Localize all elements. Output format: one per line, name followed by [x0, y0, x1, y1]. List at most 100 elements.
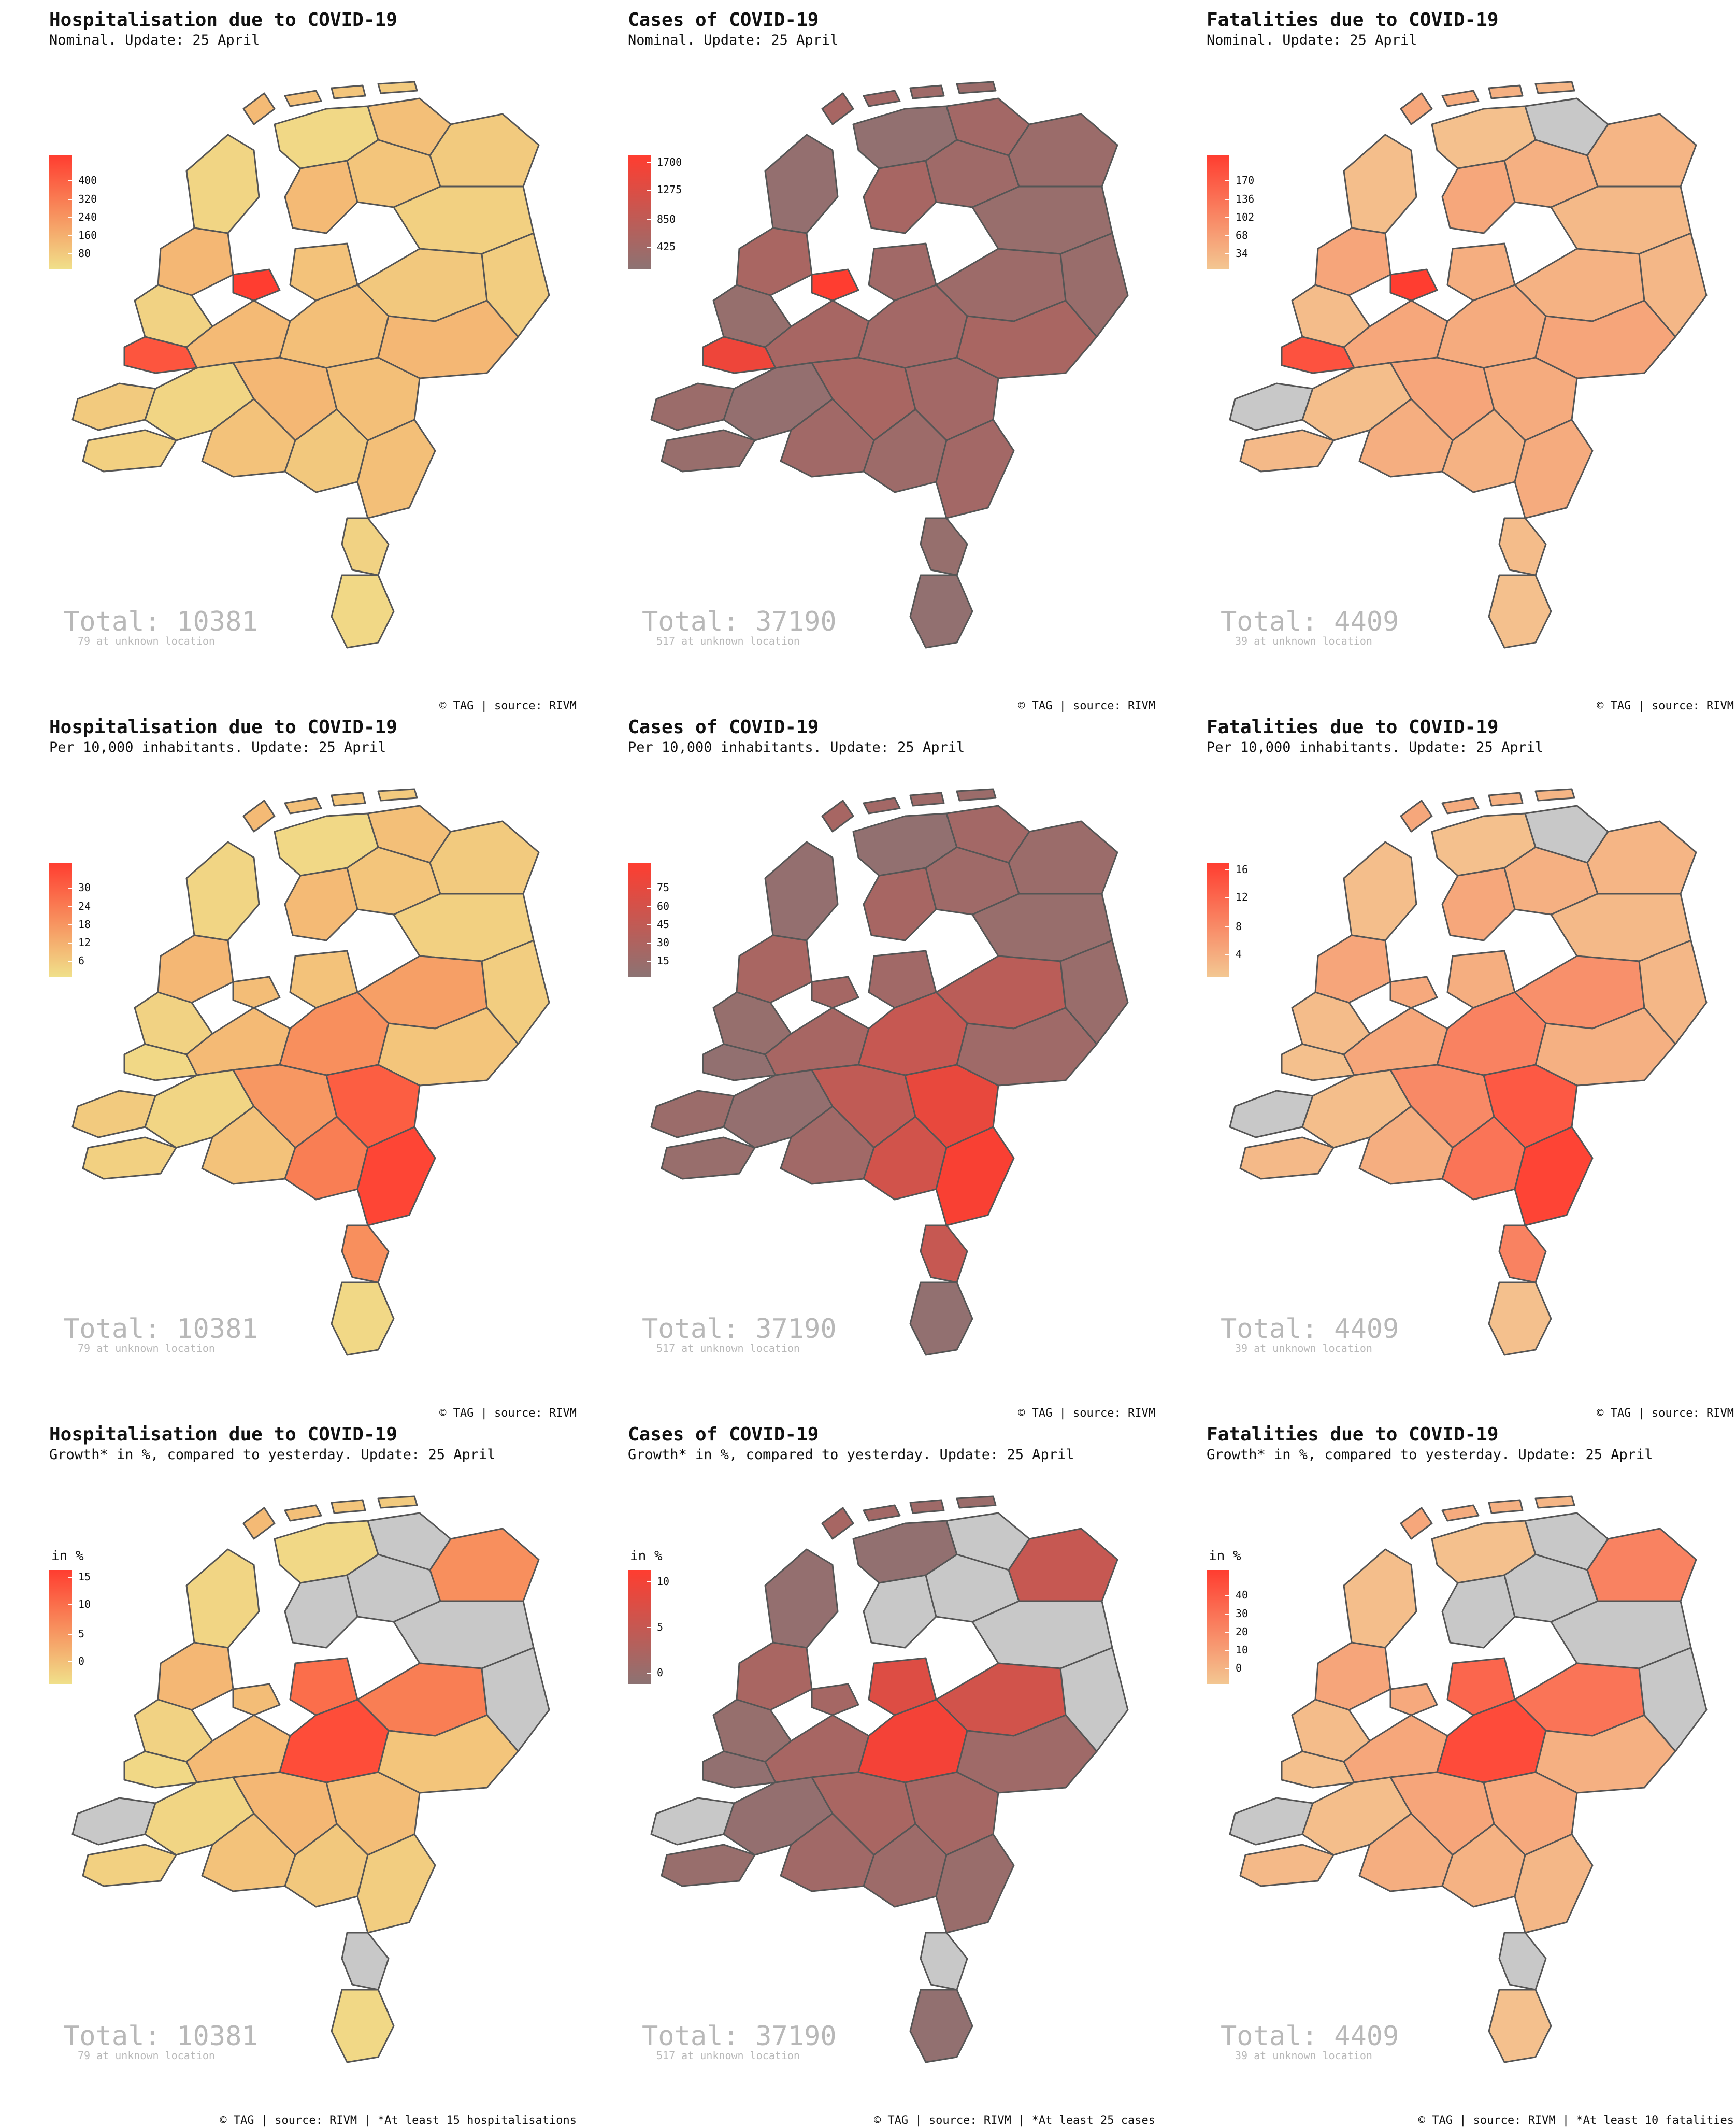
unknown-location-note: 79 at unknown location	[78, 635, 215, 647]
municipality-region	[331, 1281, 395, 1356]
municipality-region	[661, 1844, 756, 1887]
municipality-region	[341, 517, 390, 576]
legend-tick-mark	[1225, 926, 1229, 928]
municipality-region	[1498, 1932, 1547, 1991]
legend-gradient-bar	[49, 863, 72, 977]
legend-tick-mark	[68, 943, 72, 944]
unknown-location-note: 39 at unknown location	[1235, 2049, 1372, 2062]
total-count: Total: 4409	[1221, 606, 1399, 637]
legend-tick-mark	[647, 190, 651, 191]
legend-tick-mark	[68, 1604, 72, 1605]
legend-tick-mark	[1225, 954, 1229, 955]
total-count: Total: 10381	[63, 606, 258, 637]
legend-tick-mark	[68, 888, 72, 889]
legend-tick-label: 20	[1236, 1625, 1249, 1638]
municipality-region	[920, 1224, 968, 1283]
municipality-region	[935, 419, 1015, 519]
legend-tick-label: 16	[1236, 863, 1249, 876]
municipality-region	[935, 1833, 1015, 1934]
municipality-region	[1239, 1844, 1335, 1887]
legend-tick-label: 5	[78, 1628, 85, 1640]
municipality-region	[284, 1504, 322, 1522]
legend-tick-label: 240	[78, 210, 97, 223]
map-panel-fatal-nominal: Fatalities due to COVID-19 Nominal. Updat…	[1157, 0, 1736, 712]
legend-tick-mark	[647, 943, 651, 944]
municipality-region	[341, 1224, 390, 1283]
legend-tick-mark	[68, 1634, 72, 1635]
municipality-region	[1389, 268, 1438, 302]
source-caption: © TAG | source: RIVM	[1018, 700, 1155, 712]
municipality-region	[909, 574, 973, 649]
legend-tick-label: 15	[78, 1571, 91, 1583]
legend-gradient-bar	[628, 155, 651, 269]
municipality-region	[1514, 419, 1594, 519]
netherlands-choropleth-map	[71, 788, 550, 1356]
legend-tick-mark	[1225, 1595, 1229, 1596]
panel-subtitle: Growth* in %, compared to yesterday. Upd…	[1207, 1447, 1653, 1463]
legend-tick-mark	[1225, 897, 1229, 898]
municipality-region	[232, 976, 281, 1009]
municipality-region	[242, 1507, 276, 1540]
legend-tick-label: 60	[657, 900, 670, 912]
municipality-region	[242, 800, 276, 833]
municipality-region	[1314, 227, 1391, 296]
legend-tick-mark	[647, 162, 651, 164]
legend-tick-label: 1700	[657, 156, 682, 169]
netherlands-choropleth-map	[1229, 788, 1708, 1356]
panel-subtitle: Per 10,000 inhabitants. Update: 25 April	[1207, 739, 1544, 755]
municipality-region	[1514, 1833, 1594, 1934]
legend-tick-mark	[1225, 235, 1229, 236]
municipality-region	[185, 134, 260, 234]
unknown-location-note: 517 at unknown location	[656, 2049, 800, 2062]
legend-tick-mark	[68, 906, 72, 907]
municipality-region	[1498, 1224, 1547, 1283]
map-panel-fatal-growth: Fatalities due to COVID-19 Growth* in %, …	[1157, 1415, 1736, 2127]
municipality-region	[1343, 134, 1417, 234]
unknown-location-note: 517 at unknown location	[656, 1342, 800, 1354]
total-count: Total: 10381	[63, 2021, 258, 2052]
municipality-region	[284, 90, 322, 107]
netherlands-choropleth-map	[71, 1495, 550, 2063]
legend-tick-label: 170	[1236, 174, 1255, 187]
netherlands-choropleth-map	[1229, 81, 1708, 649]
legend-tick-mark	[647, 219, 651, 221]
municipality-region	[863, 1574, 937, 1649]
municipality-region	[284, 797, 322, 815]
municipality-region	[82, 1844, 177, 1887]
panel-title: Hospitalisation due to COVID-19	[49, 1424, 397, 1445]
municipality-region	[377, 81, 418, 94]
municipality-region	[242, 92, 276, 125]
legend-tick-mark	[1225, 198, 1229, 200]
municipality-region	[1400, 1507, 1433, 1540]
map-panel-cases-growth: Cases of COVID-19 Growth* in %, compared …	[579, 1415, 1157, 2127]
source-caption: © TAG | source: RIVM | *At least 25 case…	[873, 2114, 1155, 2127]
legend-gradient-bar	[49, 155, 72, 269]
municipality-region	[331, 792, 366, 807]
legend-tick-label: 102	[1236, 210, 1255, 223]
municipality-region	[71, 1797, 156, 1846]
municipality-region	[481, 232, 550, 338]
municipality-region	[1059, 1647, 1129, 1752]
legend-tick-mark	[647, 247, 651, 248]
municipality-region	[481, 939, 550, 1045]
legend-tick-label: 5	[657, 1621, 664, 1633]
municipality-region	[1229, 1797, 1314, 1846]
municipality-region	[1488, 574, 1552, 649]
municipality-region	[764, 1548, 839, 1649]
municipality-region	[863, 1504, 901, 1522]
panel-title: Hospitalisation due to COVID-19	[49, 717, 397, 738]
municipality-region	[764, 841, 839, 941]
panel-subtitle: Per 10,000 inhabitants. Update: 25 April	[49, 739, 386, 755]
municipality-region	[1389, 1683, 1438, 1716]
municipality-region	[661, 1136, 756, 1180]
municipality-region	[935, 1126, 1015, 1226]
legend-gradient-bar	[49, 1570, 72, 1684]
source-caption: © TAG | source: RIVM	[1597, 1407, 1734, 1420]
municipality-region	[1488, 1499, 1524, 1514]
municipality-region	[736, 227, 813, 296]
legend-tick-mark	[647, 888, 651, 889]
legend-tick-label: 30	[657, 936, 670, 949]
legend-tick-label: 0	[1236, 1662, 1242, 1675]
municipality-region	[736, 934, 813, 1004]
municipality-region	[909, 1281, 973, 1356]
